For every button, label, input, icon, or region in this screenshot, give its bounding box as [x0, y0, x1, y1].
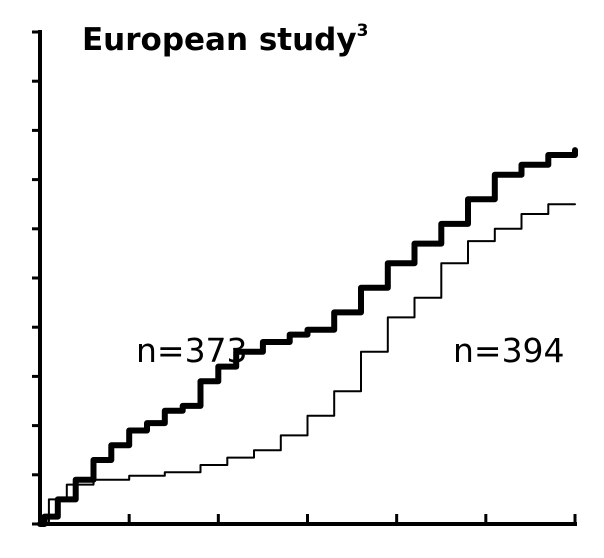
chart-title-superscript: 3	[357, 21, 369, 41]
series-line-n373	[37, 147, 578, 527]
chart-title: European study3	[82, 21, 368, 58]
chart-title-text: European study	[82, 22, 357, 58]
series-label-n394: n=394	[453, 331, 565, 370]
series-label-n373: n=373	[136, 331, 248, 370]
series-line-n394	[39, 203, 576, 525]
series-layer	[37, 147, 578, 527]
